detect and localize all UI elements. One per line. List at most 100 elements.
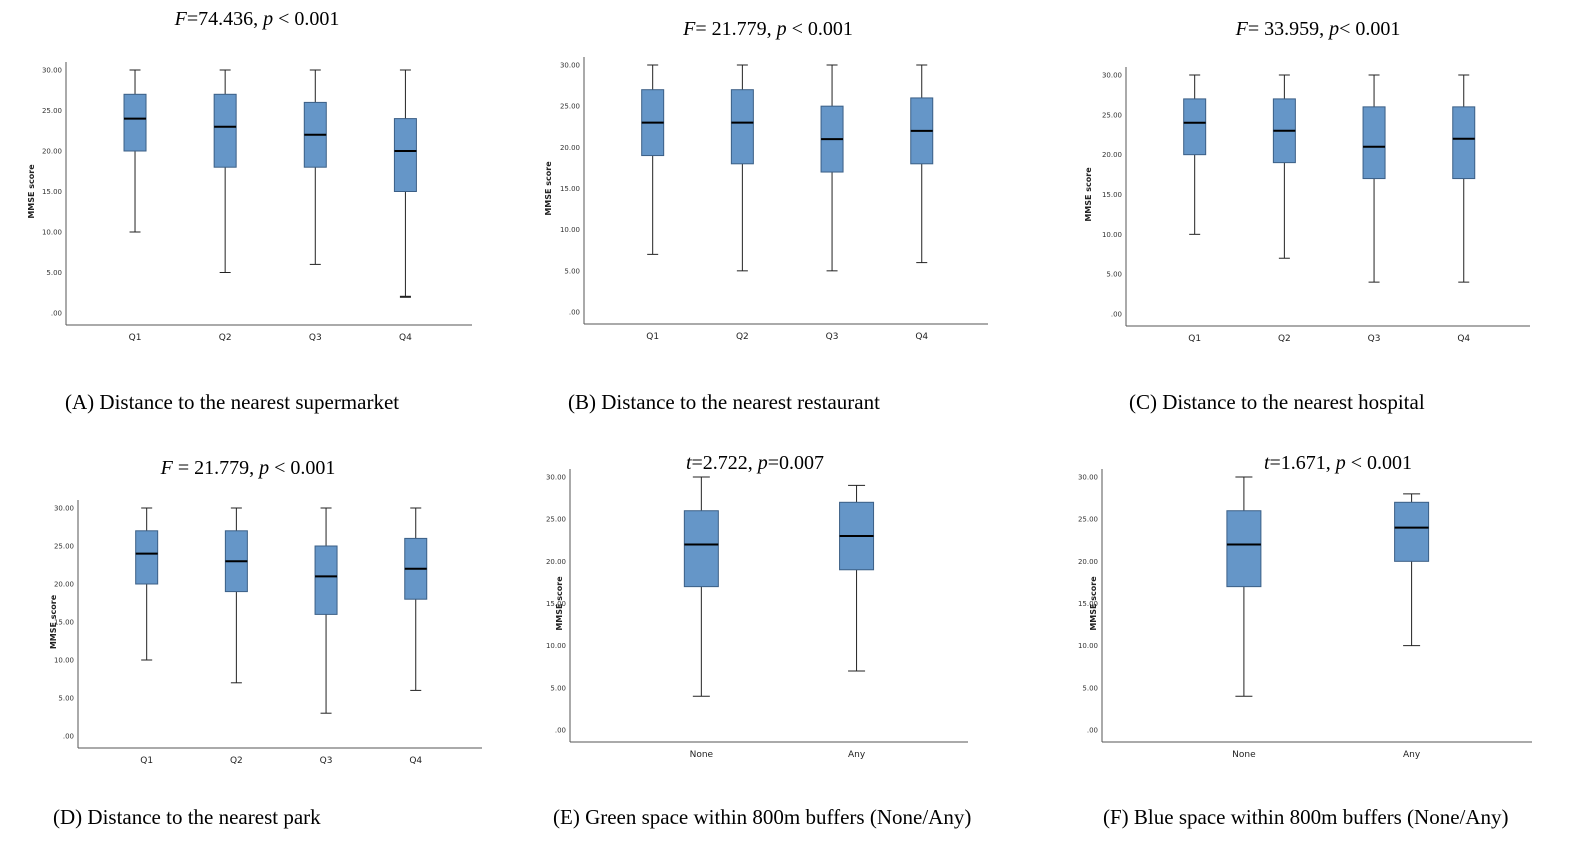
panel-a: 30.00 25.00 20.00 15.00 10.00 5.00 .00 MMSE sco… (27, 8, 472, 414)
y-tick-label: .00 (569, 309, 580, 317)
y-tick-label: 15.00 (42, 188, 62, 196)
test-statistic: t=1.671, p < 0.001 (1264, 452, 1412, 474)
x-category-label: Q3 (309, 333, 322, 343)
y-tick-label: .00 (555, 727, 566, 735)
box-q4 (404, 507, 428, 691)
y-tick-label: 25.00 (54, 543, 74, 551)
y-tick-label: 10.00 (1078, 642, 1098, 650)
x-category-label: Q4 (915, 332, 928, 342)
stat-symbol: F (174, 8, 188, 30)
p-value: < 0.001 (787, 18, 853, 40)
box-q2 (730, 64, 754, 272)
box-q1 (135, 507, 159, 661)
iqr-box (213, 93, 237, 168)
y-axis-title: MMSE score (1089, 576, 1098, 631)
stat-symbol: F (1235, 18, 1249, 40)
y-tick-label: 30.00 (1102, 72, 1122, 80)
y-tick-label: 30.00 (1078, 474, 1098, 482)
iqr-box (314, 545, 338, 615)
x-category-label: Q4 (1457, 334, 1470, 344)
stat-symbol: F (682, 18, 696, 40)
y-tick-label: .00 (63, 733, 74, 741)
y-tick-label: 30.00 (42, 67, 62, 75)
test-statistic: F= 33.959, p< 0.001 (1235, 18, 1401, 40)
box-q2 (1272, 74, 1296, 259)
y-axis-title: MMSE score (555, 576, 564, 631)
stat-value: =2.722, (692, 452, 758, 474)
x-category-label: Q2 (219, 333, 232, 343)
x-category-label: Q4 (399, 333, 412, 343)
x-category-label: Any (1403, 750, 1421, 760)
box-q4 (393, 69, 417, 298)
y-tick-label: 25.00 (1102, 111, 1122, 119)
p-value: < 0.001 (269, 457, 335, 479)
y-axis-title: MMSE score (1084, 167, 1093, 222)
y-axis-title: MMSE score (49, 594, 58, 649)
stat-value: =74.436, (187, 8, 263, 30)
iqr-box (1394, 501, 1430, 562)
p-symbol: p (1334, 452, 1346, 474)
stat-symbol: t (1264, 452, 1270, 474)
y-tick-label: 30.00 (546, 474, 566, 482)
test-statistic: F=74.436, p < 0.001 (174, 8, 340, 30)
p-value: < 0.001 (273, 8, 339, 30)
p-value: =0.007 (768, 452, 824, 474)
panel-caption: (B) Distance to the nearest restaurant (568, 390, 880, 414)
y-tick-label: 20.00 (1102, 151, 1122, 159)
x-category-label: None (690, 750, 714, 760)
y-tick-label: 10.00 (1102, 231, 1122, 239)
box-q2 (224, 507, 248, 684)
panel-caption: (F) Blue space within 800m buffers (None… (1103, 805, 1509, 829)
stat-symbol: F (160, 457, 174, 479)
y-tick-label: .00 (1087, 727, 1098, 735)
stat-value: = 21.779, (173, 457, 259, 479)
p-symbol: p (775, 18, 787, 40)
y-tick-label: 20.00 (546, 558, 566, 566)
x-category-label: Q2 (736, 332, 749, 342)
iqr-box (1362, 106, 1386, 180)
box-any (839, 484, 875, 672)
y-tick-label: 25.00 (560, 103, 580, 111)
x-category-label: Any (848, 750, 866, 760)
x-category-label: None (1232, 750, 1256, 760)
y-tick-label: 30.00 (54, 505, 74, 513)
box-q3 (1362, 74, 1386, 283)
box-q4 (1452, 74, 1476, 283)
panel-b: 30.00 25.00 20.00 15.00 10.00 5.00 .00 MMSE sco… (544, 18, 988, 414)
y-tick-label: 20.00 (560, 144, 580, 152)
stat-value: =1.671, (1270, 452, 1336, 474)
stat-value: = 21.779, (695, 18, 776, 40)
y-tick-label: 15.00 (546, 600, 566, 608)
y-tick-label: 10.00 (560, 226, 580, 234)
y-tick-label: 15.00 (1078, 600, 1098, 608)
x-category-label: Q1 (1188, 334, 1201, 344)
y-tick-label: 15.00 (54, 619, 74, 627)
y-tick-label: 5.00 (564, 267, 580, 275)
y-tick-label: 5.00 (1082, 684, 1098, 692)
test-statistic: F= 21.779, p < 0.001 (682, 18, 853, 40)
test-statistic: t=2.722, p=0.007 (686, 452, 824, 474)
iqr-box (1226, 510, 1262, 588)
p-symbol: p (1327, 18, 1339, 40)
y-tick-label: 5.00 (58, 695, 74, 703)
y-tick-label: .00 (51, 310, 62, 318)
iqr-box (683, 510, 719, 588)
x-category-label: Q4 (409, 756, 422, 766)
stat-value: = 33.959, (1248, 18, 1329, 40)
box-any (1394, 493, 1430, 647)
x-category-label: Q2 (230, 756, 243, 766)
iqr-box (1183, 98, 1207, 156)
p-value: < 0.001 (1339, 18, 1400, 40)
box-none (1226, 476, 1262, 697)
y-tick-label: 10.00 (546, 642, 566, 650)
y-axis-title: MMSE score (544, 161, 553, 216)
y-tick-label: 5.00 (46, 269, 62, 277)
panel-d: 30.00 25.00 20.00 15.00 10.00 5.00 .00 MMSE sco… (49, 457, 482, 829)
y-tick-label: 15.00 (1102, 191, 1122, 199)
iqr-box (135, 530, 159, 585)
x-category-label: Q1 (646, 332, 659, 342)
y-tick-label: 10.00 (54, 657, 74, 665)
x-category-label: Q1 (129, 333, 142, 343)
y-tick-label: 25.00 (546, 516, 566, 524)
